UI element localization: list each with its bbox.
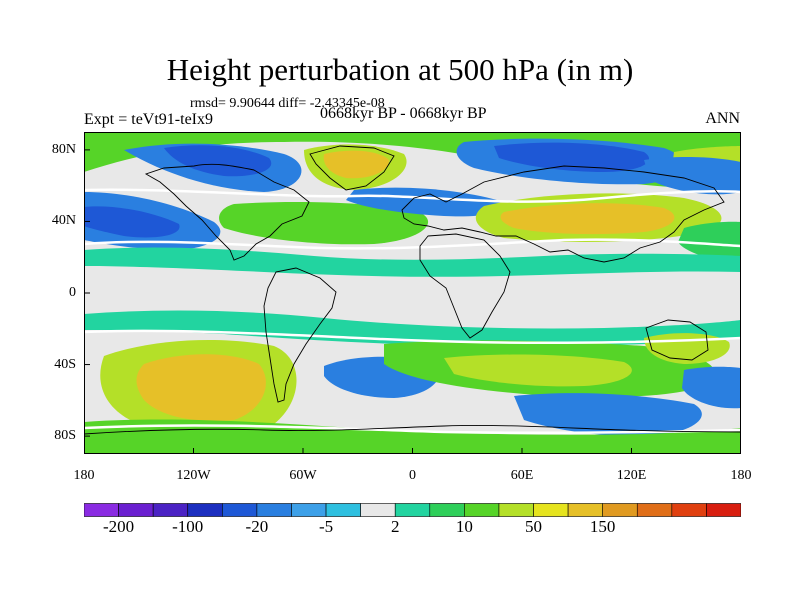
colorbar-label: 150 [589, 517, 616, 536]
y-tick-label: 80S [54, 428, 76, 444]
contour-sindian-low [514, 393, 702, 437]
colorbar-box [152, 503, 189, 517]
colorbar-box [498, 503, 534, 517]
y-tick-label: 40S [54, 356, 76, 372]
y-tick-label: 80N [51, 141, 76, 157]
colorbar-label: -100 [172, 517, 204, 536]
tick-marks [84, 149, 741, 454]
colorbar-box [187, 503, 223, 517]
colorbar-box [360, 503, 396, 517]
contour-eurasia-high-core [500, 203, 675, 235]
colorbar-label: -20 [245, 517, 269, 536]
x-tick-label: 60W [289, 468, 317, 483]
contour-atlantic-low [346, 187, 506, 217]
coast-africa [419, 233, 511, 339]
colorbar-box [325, 503, 361, 517]
colorbar-label: 10 [455, 517, 473, 536]
colorbar-box [464, 503, 500, 517]
field-layer [84, 132, 741, 454]
colorbar-box [429, 503, 465, 517]
colorbar-box [291, 503, 327, 517]
colorbar-label: 2 [390, 517, 400, 536]
contour-sh-mid-high [444, 354, 632, 387]
colorbar-label: -200 [102, 517, 135, 536]
season-label: ANN [705, 110, 740, 127]
coast-south-america [263, 267, 337, 403]
experiment-label: Expt = teVt91-teIx9 [84, 111, 213, 128]
colorbar-box [636, 503, 673, 517]
x-tick-label: 60E [510, 468, 534, 483]
colorbar-box [533, 503, 569, 517]
coast-greenland [309, 145, 395, 191]
y-tick-label: 40N [51, 213, 76, 229]
x-tick-label: 120W [176, 468, 211, 483]
x-tick-label: 180 [73, 468, 95, 483]
contour-siberia-low-core [494, 142, 650, 172]
contour-npac-east-low [644, 156, 741, 195]
contour-npac-low-core [84, 206, 180, 238]
coast-australia [645, 319, 709, 361]
colorbar-box [256, 503, 292, 517]
period-label: 0668kyr BP - 0668kyr BP [320, 105, 487, 122]
contour-sh-high-west-core [136, 354, 266, 422]
map-panel [84, 132, 741, 454]
coast-north-america [144, 163, 310, 261]
x-tick-label: 180 [730, 468, 752, 483]
colorbar-label: 50 [525, 517, 543, 536]
coast-antarctica [84, 425, 741, 435]
contour-trop-s-green [84, 310, 741, 346]
colorbar-box [602, 503, 638, 517]
contour-greenland-high-core [323, 150, 389, 179]
contour-spac-east-low [682, 366, 741, 409]
colorbar-box [118, 503, 154, 517]
colorbar-box [394, 503, 431, 517]
contour-epac-green [678, 221, 741, 262]
plot-title: Height perturbation at 500 hPa (in m) [166, 52, 634, 87]
colorbar-box [84, 503, 119, 517]
contour-na-green [219, 202, 429, 245]
colorbar [84, 503, 741, 517]
x-tick-label: 120E [616, 468, 647, 483]
stats-label: rmsd= 9.90644 diff= -2.43345e-08 [190, 96, 385, 111]
contour-antarctic-green [84, 419, 741, 454]
colorbar-box [567, 503, 603, 517]
coast-europe-asia [401, 165, 725, 263]
y-tick-label: 0 [69, 285, 76, 300]
x-tick-label: 0 [409, 468, 416, 483]
colorbar-box [671, 503, 707, 517]
colorbar-box [706, 503, 741, 517]
colorbar-box [222, 503, 258, 517]
zero-contours [84, 188, 741, 435]
coastlines [84, 145, 741, 435]
colorbar-label: -5 [318, 517, 334, 536]
